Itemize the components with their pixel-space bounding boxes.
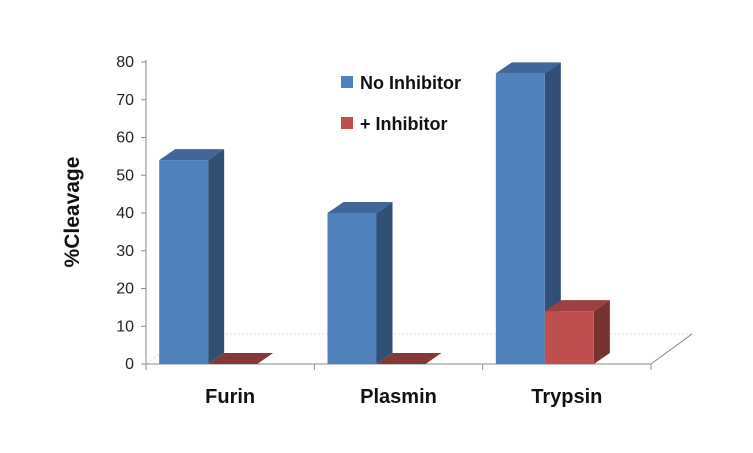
bar-front-face bbox=[327, 213, 377, 364]
category-labels: Furin Plasmin Trypsin bbox=[205, 386, 602, 408]
bar-plasmin-no-inhibitor bbox=[327, 202, 393, 364]
category-label: Plasmin bbox=[360, 386, 437, 408]
bar-plasmin-plus-inhibitor bbox=[376, 353, 442, 364]
bar-side-face bbox=[544, 62, 561, 364]
bar-front-face bbox=[544, 311, 594, 364]
y-tick-label: 40 bbox=[116, 205, 134, 222]
floor-right-edge bbox=[650, 333, 693, 365]
bar-top-face bbox=[208, 353, 274, 364]
bar-trypsin-no-inhibitor bbox=[495, 62, 561, 364]
bar-top-face bbox=[544, 300, 610, 312]
y-axis-title: %Cleavage bbox=[61, 157, 84, 268]
y-ticks: 0 10 20 30 40 50 60 70 80 bbox=[116, 54, 146, 373]
bar-top-face bbox=[327, 202, 393, 213]
legend-swatch-plus-inhibitor bbox=[341, 117, 353, 129]
category-label: Trypsin bbox=[531, 386, 602, 408]
y-tick-label: 30 bbox=[116, 243, 134, 260]
bar-front-face bbox=[495, 73, 545, 364]
legend-label-no-inhibitor: No Inhibitor bbox=[360, 73, 461, 93]
bar-trypsin-plus-inhibitor bbox=[544, 300, 610, 364]
y-tick-label: 80 bbox=[116, 54, 134, 71]
bar-front-face bbox=[159, 160, 209, 364]
bar-side-face bbox=[593, 300, 610, 364]
y-tick-label: 20 bbox=[116, 281, 134, 298]
y-tick-label: 60 bbox=[116, 130, 134, 147]
legend-label-plus-inhibitor: + Inhibitor bbox=[360, 114, 448, 134]
bar-furin-plus-inhibitor bbox=[208, 353, 274, 364]
y-tick-label: 10 bbox=[116, 318, 134, 335]
bar-top-face bbox=[495, 62, 561, 74]
bar-side-face bbox=[376, 202, 393, 364]
bar-top-face bbox=[376, 353, 442, 364]
bar-furin-no-inhibitor bbox=[159, 149, 225, 364]
bar-top-face bbox=[159, 149, 225, 161]
x-ticks bbox=[145, 364, 652, 370]
legend: No Inhibitor + Inhibitor bbox=[341, 73, 461, 134]
y-tick-label: 50 bbox=[116, 167, 134, 184]
bars bbox=[159, 62, 610, 364]
category-label: Furin bbox=[205, 386, 255, 408]
floor-and-axes bbox=[144, 60, 694, 365]
y-tick-label: 0 bbox=[125, 356, 134, 373]
legend-swatch-no-inhibitor bbox=[341, 76, 353, 88]
y-tick-label: 70 bbox=[116, 92, 134, 109]
bar-side-face bbox=[208, 149, 225, 364]
